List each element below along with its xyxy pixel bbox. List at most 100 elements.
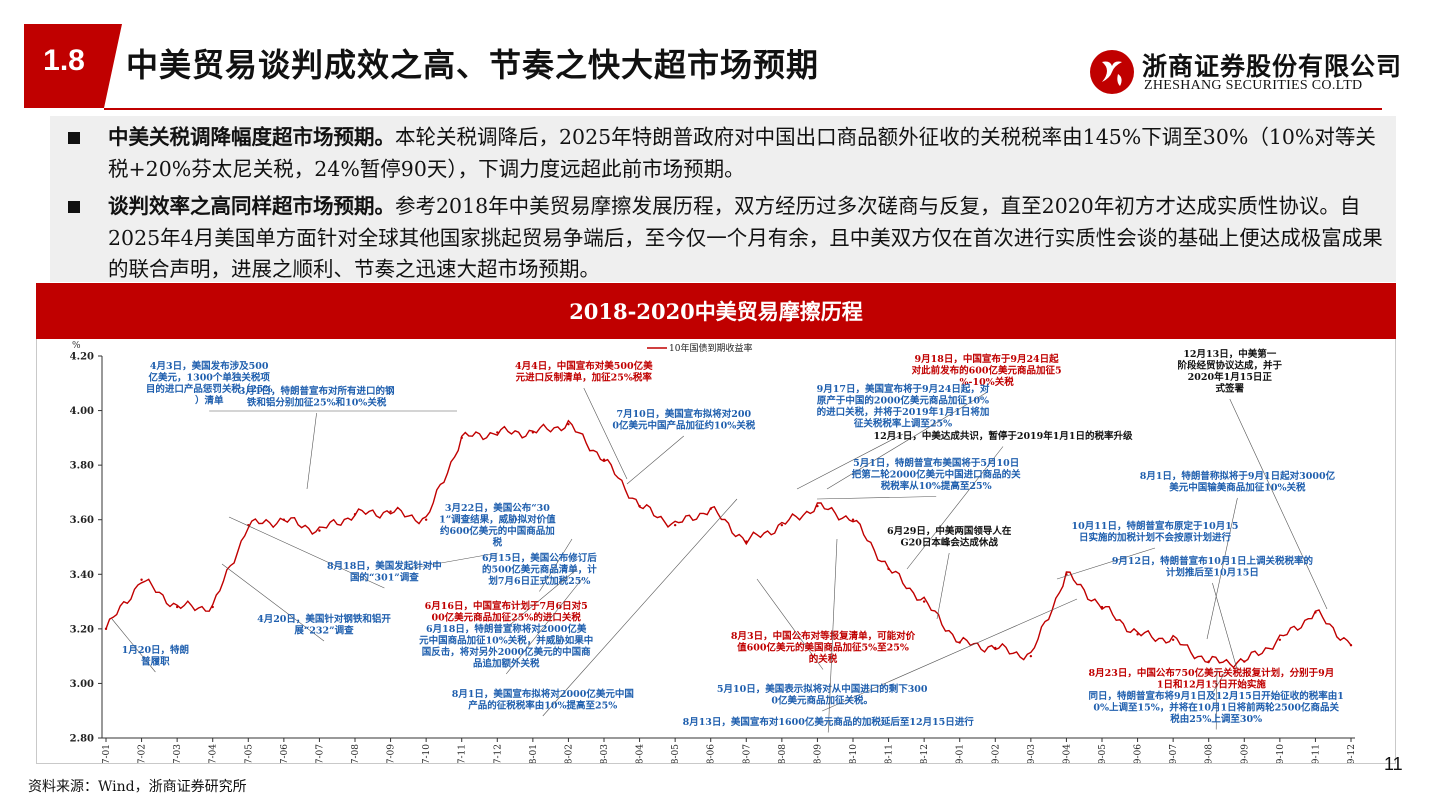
annotation-label: 9月12日，特朗普宣布10月1日上调关税税率的计划推后至10月15日 [1112, 555, 1314, 579]
header-divider [104, 108, 1382, 110]
data-point [1243, 660, 1246, 663]
x-tick-label: 18-02 [564, 744, 574, 763]
annotation-leader-line [906, 446, 1004, 570]
annotation-leader-line [506, 568, 578, 629]
bullet-summary-box: 中美关税调降幅度超市场预期。本轮关税调降后，2025年特朗普政府对中国出口商品额… [50, 116, 1396, 282]
data-point [389, 510, 392, 513]
x-tick-label: 18-03 [600, 744, 610, 763]
x-tick-label: 17-10 [422, 744, 432, 763]
annotation-leader-line [542, 498, 738, 717]
bullet-heading: 谈判效率之高同样超市场预期。 [108, 194, 395, 218]
data-point [780, 523, 784, 527]
annotation-label: 6月29日，中美两国领导人在 G20日本峰会达成休战 [887, 525, 1012, 549]
annotation-label: 4月3日，美国发布涉及500 亿美元，1300个单独关税项目的进口产品惩罚关税（2… [146, 360, 273, 407]
bullet-text: 参考2018年中美贸易摩擦发展历程，双方经历过多次磋商与反复，直至2020年初方… [108, 194, 1383, 281]
x-tick-label: 18-07 [742, 744, 752, 763]
annotation-label: 10月11日，特朗普宣布原定于10月15 日实施的加税计划不会按原计划进行 [1072, 520, 1239, 544]
bullet-square-icon [68, 201, 80, 213]
data-point [1029, 654, 1033, 658]
chart-title-banner: 2018-2020中美贸易摩擦历程 [36, 283, 1396, 339]
data-point [709, 507, 712, 510]
x-tick-label: 17-05 [244, 744, 254, 763]
x-tick-label: 18-09 [813, 744, 823, 763]
annotation-label: 9月18日，中国宣布于9月24日起对此前发布的600亿美元商品加征5 %-10%关… [912, 353, 1062, 388]
annotation-label: 8月23日，中国公布750亿美元关税报复计划，分别于9月 1日和12月15日开始实… [1089, 667, 1335, 691]
x-tick-label: 19-09 [1240, 744, 1250, 763]
bullet-item: 谈判效率之高同样超市场预期。参考2018年中美贸易摩擦发展历程，双方经历过多次磋… [62, 191, 1384, 286]
annotation-leader-line [306, 412, 317, 490]
x-tick-label: 17-07 [315, 744, 325, 763]
data-point [567, 423, 570, 426]
annotation-label: 4月20日，美国针对钢铁和铝开展“232”调查 [257, 613, 391, 637]
data-point [602, 458, 606, 461]
data-point [318, 529, 321, 532]
y-tick-label: 3.80 [70, 461, 94, 472]
data-point [496, 431, 499, 434]
x-tick-label: 19-08 [1205, 744, 1215, 763]
data-point [140, 578, 143, 581]
x-tick-label: 17-09 [387, 744, 397, 763]
annotation-label: 7月10日，美国宣布拟将对200 0亿美元中国产品加征约10%关税 [612, 408, 755, 432]
annotation-leader-line [1206, 497, 1238, 640]
x-tick-label: 19-10 [1276, 744, 1286, 763]
x-tick-label: 19-03 [1027, 744, 1037, 763]
data-point [673, 523, 677, 527]
bullet-heading: 中美关税调降幅度超市场预期。 [108, 125, 395, 149]
x-tick-label: 18-11 [885, 744, 895, 763]
annotation-leader-line [1056, 547, 1156, 580]
data-point [424, 518, 428, 521]
data-point [460, 436, 463, 440]
annotation-label: 4月4日，中国宣布对美500亿美元进口反制清单，加征25%税率 [515, 360, 653, 384]
data-point [851, 518, 855, 521]
x-tick-label: 19-01 [956, 744, 966, 763]
data-point [922, 600, 926, 603]
annotation-leader-line [539, 538, 573, 592]
data-point [1171, 638, 1175, 641]
x-tick-label: 18-05 [671, 744, 681, 763]
y-tick-label: 4.20 [70, 352, 94, 363]
data-point [1278, 638, 1282, 641]
x-tick-label: 18-12 [920, 744, 930, 763]
annotation-leader-line [826, 392, 987, 490]
data-point [1314, 611, 1317, 614]
trade-friction-line-chart: %4.20 4.00 3.80 3.60 3.40 3.20 3.00 2.80 17-01 17… [70, 341, 1357, 763]
data-point [958, 641, 961, 644]
annotation-label: 同日，特朗普宣布将9月1日及12月15日开始征收的税率由1 0%上调至15%，并将… [1089, 690, 1344, 725]
x-tick-label: 17-03 [173, 744, 183, 763]
x-tick-label: 18-10 [849, 744, 859, 763]
logo-company-name-en: ZHESHANG SECURITIES CO.LTD [1144, 78, 1363, 93]
data-point [887, 567, 890, 571]
data-point [282, 518, 286, 521]
x-tick-label: 18-04 [636, 744, 646, 763]
annotation-leader-line [827, 538, 838, 733]
annotation-label: 9月17日，美国宣布将于9月24日起，对原产于中国的2000亿美元商品加征10%… [817, 383, 990, 430]
data-point [104, 627, 108, 631]
annotation-label: 5月10日，美国表示拟将对从中国进口的剩下300 0亿美元商品加征关税。 [717, 683, 928, 707]
x-tick-label: 19-11 [1311, 744, 1321, 763]
annotation-label: 8月18日，美国发起针对中国的“301”调查 [327, 560, 442, 584]
x-tick-label: 17-08 [351, 744, 361, 763]
annotation-label: 8月1日，美国宣布拟将对2000亿美元中国产品的征税税率由10%提高至25% [452, 688, 634, 712]
bullet-text: 本轮关税调降后，2025年特朗普政府对中国出口商品额外征收的关税税率由145%下… [108, 125, 1376, 181]
bullet-item: 中美关税调降幅度超市场预期。本轮关税调降后，2025年特朗普政府对中国出口商品额… [62, 122, 1384, 185]
data-point [353, 513, 357, 516]
legend-label: 10年国债到期收益率 [669, 342, 752, 354]
series-line-10y-yield [105, 419, 1352, 669]
data-point [745, 540, 748, 543]
annotation-leader-line [936, 552, 950, 620]
annotation-leader-line [505, 578, 583, 675]
x-tick-label: 18-06 [707, 744, 717, 763]
annotation-label: 6月18日，特朗普宣称将对2000亿美元中国商品加征10%关税，并威胁如果中国反… [419, 623, 593, 670]
company-logo: 浙商证券股份有限公司 ZHESHANG SECURITIES CO.LTD [1088, 44, 1401, 100]
y-tick-label: 3.40 [70, 570, 94, 581]
logo-company-name-cn: 浙商证券股份有限公司 [1142, 52, 1403, 81]
x-tick-label: 18-01 [529, 744, 539, 763]
x-tick-label: 19-02 [991, 744, 1001, 763]
data-point [175, 605, 179, 609]
annotation-leader-line [1215, 668, 1218, 730]
x-tick-label: 19-06 [1134, 744, 1144, 763]
x-tick-label: 19-07 [1169, 744, 1179, 763]
annotation-leader-line [816, 496, 937, 500]
y-tick-label: 3.00 [70, 679, 94, 690]
annotation-label: 6月16日，中国宣布计划于7月6日对5 00亿美元商品加征25%的进口关税 [425, 600, 588, 624]
